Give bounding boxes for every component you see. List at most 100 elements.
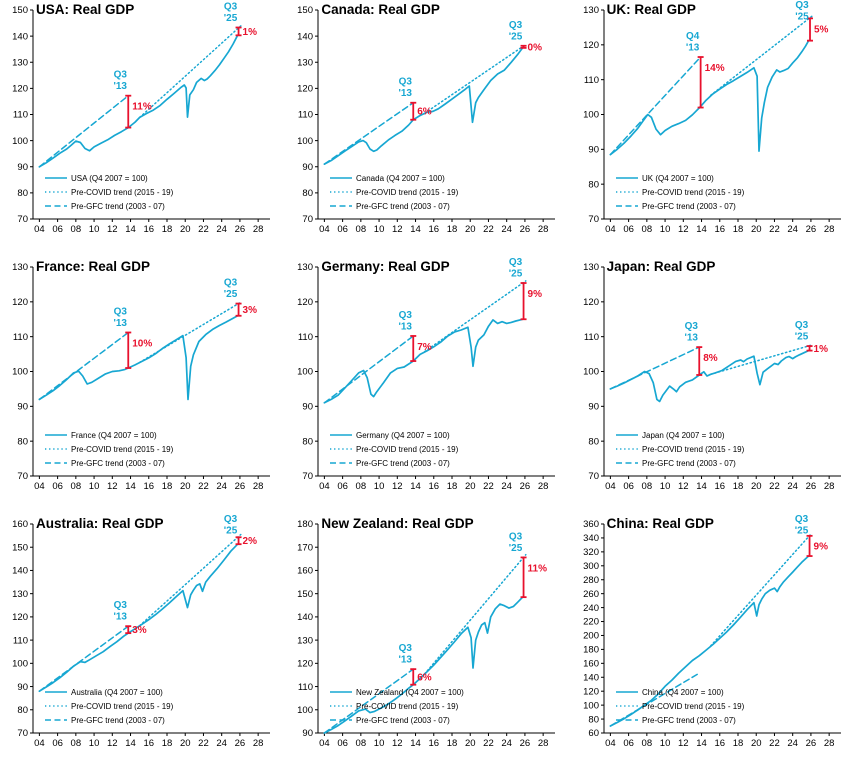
x-tick-label: 24 — [216, 224, 227, 235]
y-tick-label: 90 — [303, 402, 314, 413]
x-tick-label: 18 — [162, 481, 173, 492]
chart-title: UK: Real GDP — [606, 2, 696, 17]
gdp-chart-6: Australia: Real GDP 70 80 90 100 110 120 130 14… — [0, 514, 285, 771]
x-tick-label: 28 — [538, 738, 549, 749]
legend-label: Pre-COVID trend (2015 - 19) — [356, 188, 459, 197]
x-tick-label: 28 — [824, 224, 835, 235]
y-tick-label: 180 — [297, 519, 313, 530]
gap-period-label: Q3 — [114, 600, 128, 611]
x-tick-label: 22 — [198, 224, 209, 235]
x-tick-label: 10 — [89, 481, 100, 492]
y-tick-label: 90 — [17, 682, 28, 693]
gap-pct-label: 5% — [814, 24, 829, 35]
y-tick-label: 320 — [583, 547, 599, 558]
legend-label: Pre-COVID trend (2015 - 19) — [71, 188, 174, 197]
x-tick-label: 24 — [787, 224, 798, 235]
gap-pct-label: 11% — [528, 563, 548, 574]
y-tick-label: 110 — [584, 75, 599, 86]
chart-plot: 70 80 90 100 110 120 130 140 150 04 06 08 10 12 14 16 18… — [12, 2, 270, 235]
legend-label: Pre-COVID trend (2015 - 19) — [642, 702, 745, 711]
gap-period-label: Q3 — [224, 514, 238, 525]
x-tick-label: 20 — [465, 738, 476, 749]
pre-gfc-trend-line — [38, 331, 130, 401]
gap-period-label: Q3 — [509, 20, 523, 31]
legend-label: Pre-COVID trend (2015 - 19) — [356, 445, 459, 454]
actual-line — [38, 314, 239, 401]
pre-covid-trend-line — [138, 301, 242, 364]
y-tick-label: 90 — [588, 145, 599, 156]
x-tick-label: 28 — [253, 738, 264, 749]
x-tick-label: 14 — [125, 224, 136, 235]
gap-period-label: '25 — [509, 31, 523, 42]
y-tick-label: 70 — [588, 471, 599, 482]
chart-title: Germany: Real GDP — [321, 259, 450, 274]
x-tick-label: 08 — [71, 481, 82, 492]
gap-period-label: '13 — [684, 333, 698, 344]
y-tick-label: 70 — [17, 214, 28, 225]
y-tick-label: 140 — [297, 31, 313, 42]
legend-label: Pre-GFC trend (2003 - 07) — [356, 459, 450, 468]
gap-pct-label: 9% — [813, 541, 828, 552]
y-tick-label: 130 — [297, 635, 313, 646]
y-tick-label: 90 — [303, 728, 314, 739]
x-tick-label: 06 — [338, 481, 349, 492]
x-tick-label: 26 — [235, 738, 246, 749]
gap-period-label: Q3 — [795, 0, 809, 11]
y-tick-label: 80 — [303, 436, 314, 447]
gap-period-label: '13 — [399, 655, 413, 666]
gap-period-label: '13 — [399, 88, 413, 99]
gap-pct-label: 10% — [132, 338, 152, 349]
x-tick-label: 04 — [34, 738, 45, 749]
legend-label: New Zealand (Q4 2007 = 100) — [356, 688, 464, 697]
gap-pct-label: 6% — [418, 107, 433, 118]
y-tick-label: 120 — [12, 297, 28, 308]
x-tick-label: 18 — [447, 224, 458, 235]
y-tick-label: 90 — [303, 162, 314, 173]
chart-plot: 70 80 90 100 110 120 130 04 06 08 10 12 14 16 18 20 22 24… — [583, 262, 841, 492]
y-tick-label: 70 — [17, 728, 28, 739]
gdp-chart-1: Canada: Real GDP 70 80 90 100 110 120 130 140 15… — [285, 0, 570, 257]
pre-gfc-trend-line — [38, 625, 130, 692]
x-tick-label: 08 — [641, 224, 652, 235]
y-tick-label: 140 — [12, 566, 28, 577]
x-tick-label: 12 — [392, 738, 403, 749]
legend-label: Pre-GFC trend (2003 - 07) — [356, 202, 450, 211]
x-tick-label: 26 — [520, 224, 531, 235]
x-tick-label: 16 — [429, 738, 440, 749]
x-tick-label: 24 — [787, 738, 798, 749]
pre-gfc-trend-line — [323, 335, 415, 404]
x-tick-label: 16 — [143, 738, 154, 749]
x-tick-label: 12 — [107, 738, 118, 749]
gap-pct-label: 6% — [418, 672, 433, 683]
y-tick-label: 340 — [583, 533, 599, 544]
gap-period-label: Q3 — [509, 531, 523, 542]
x-tick-label: 10 — [659, 224, 670, 235]
x-tick-label: 04 — [319, 738, 330, 749]
x-tick-label: 16 — [429, 224, 440, 235]
x-tick-label: 14 — [125, 481, 136, 492]
x-tick-label: 28 — [253, 481, 264, 492]
x-tick-label: 26 — [805, 738, 816, 749]
gap-period-label: '13 — [399, 321, 413, 332]
pre-gfc-trend-line — [609, 346, 700, 390]
y-tick-label: 80 — [17, 188, 28, 199]
y-tick-label: 300 — [583, 561, 599, 572]
pre-gfc-trend-line — [609, 56, 702, 156]
y-tick-label: 260 — [583, 589, 599, 600]
gap-period-label: Q3 — [684, 321, 698, 332]
gdp-chart-4: Germany: Real GDP 70 80 90 100 110 120 130 04 06… — [285, 257, 570, 514]
legend-label: Pre-COVID trend (2015 - 19) — [71, 445, 174, 454]
chart-title: New Zealand: Real GDP — [321, 516, 474, 531]
gap-period-label: Q3 — [114, 70, 128, 81]
legend-label: Pre-GFC trend (2003 - 07) — [71, 716, 165, 725]
actual-line — [323, 596, 524, 734]
pre-covid-trend-line — [424, 280, 527, 353]
x-tick-label: 18 — [447, 738, 458, 749]
y-tick-label: 130 — [583, 262, 599, 273]
gdp-chart-3: France: Real GDP 70 80 90 100 110 120 130 04 06 0… — [0, 257, 285, 514]
x-tick-label: 12 — [678, 224, 689, 235]
y-tick-label: 130 — [297, 262, 313, 273]
y-tick-label: 80 — [588, 714, 599, 725]
legend-label: Japan (Q4 2007 = 100) — [642, 431, 725, 440]
x-tick-label: 22 — [198, 738, 209, 749]
